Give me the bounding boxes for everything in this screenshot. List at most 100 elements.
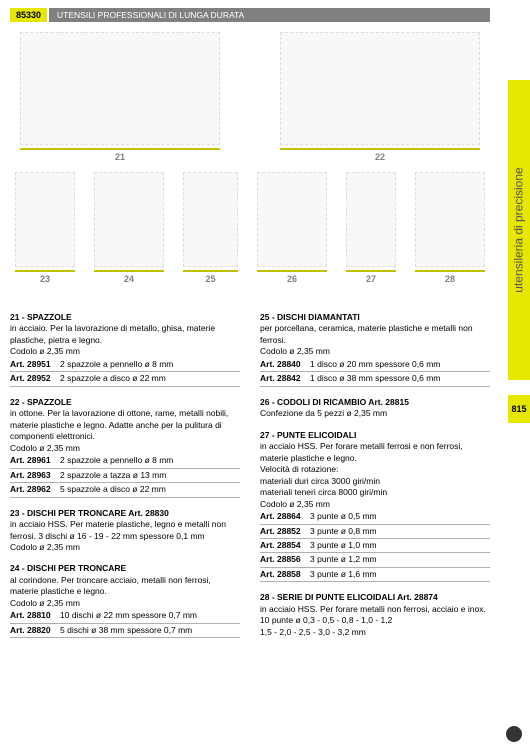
section-title: 26 - CODOLI DI RICAMBIO Art. 28815 [260,397,490,408]
catalog-page: 85330 UTENSILI PROFESSIONALI DI LUNGA DU… [0,0,530,750]
article-line: Art. 28852 3 punte ø 0,8 mm [260,525,490,539]
article-code: Art. 28842 [260,373,310,384]
product-image-placeholder [415,172,485,267]
article-code: Art. 28840 [260,359,310,370]
article-line: Art. 28840 1 disco ø 20 mm spessore 0,6 … [260,358,490,372]
product-image-27: 27 [346,172,396,287]
article-code: Art. 28858 [260,569,310,580]
right-column: 25 - DISCHI DIAMANTATIper porcellana, ce… [260,312,490,648]
article-line: Art. 28952 2 spazzole a disco ø 22 mm [10,372,240,386]
page-number: 815 [508,395,530,423]
article-code: Art. 28856 [260,554,310,565]
article-code: Art. 28810 [10,610,60,621]
section-spec: Codolo ø 2,35 mm [10,443,240,454]
section-desc: per porcellana, ceramica, materie plasti… [260,323,490,346]
product-section: 23 - DISCHI PER TRONCARE Art. 28830in ac… [10,508,240,554]
section-desc: in acciaio HSS. Per materie plastiche, l… [10,519,240,542]
corner-icon [506,726,522,742]
product-image-21: 21 [20,32,220,162]
article-code: Art. 28864 [260,511,310,522]
underline [346,270,396,272]
article-line: Art. 28961 2 spazzole a pennello ø 8 mm [10,454,240,468]
side-tab-label: utensileria di precisione [512,167,526,292]
product-section: 24 - DISCHI PER TRONCAREal corindone. Pe… [10,563,240,638]
section-desc: in acciaio HSS. Per forare metalli ferro… [260,441,490,464]
section-spec: Codolo ø 2,35 mm [10,346,240,357]
section-desc: Confezione da 5 pezzi ø 2,35 mm [260,408,490,419]
article-line: Art. 28856 3 punte ø 1,2 mm [260,553,490,567]
article-code: Art. 28952 [10,373,60,384]
page-title: UTENSILI PROFESSIONALI DI LUNGA DURATA [49,8,490,22]
underline [415,270,485,272]
product-section: 22 - SPAZZOLEin ottone. Per la lavorazio… [10,397,240,498]
article-text: 3 punte ø 1,6 mm [310,569,377,580]
article-code: Art. 28854 [260,540,310,551]
image-label: 27 [366,274,376,284]
product-image-26: 26 [257,172,327,287]
article-text: 5 spazzole a disco ø 22 mm [60,484,166,495]
product-section: 28 - SERIE DI PUNTE ELICOIDALI Art. 2887… [260,592,490,638]
product-section: 25 - DISCHI DIAMANTATIper porcellana, ce… [260,312,490,387]
product-image-28: 28 [415,172,485,287]
article-text: 3 punte ø 0,5 mm [310,511,377,522]
underline [15,270,75,272]
article-line: Art. 28820 5 dischi ø 38 mm spessore 0,7… [10,624,240,638]
article-line: Art. 28951 2 spazzole a pennello ø 8 mm [10,358,240,372]
section-title: 24 - DISCHI PER TRONCARE [10,563,240,574]
section-title: 23 - DISCHI PER TRONCARE Art. 28830 [10,508,240,519]
article-line: Art. 28864 3 punte ø 0,5 mm [260,510,490,524]
product-image-placeholder [280,32,480,145]
side-tab: utensileria di precisione [508,80,530,380]
article-code: Art. 28962 [10,484,60,495]
article-line: Art. 28842 1 disco ø 38 mm spessore 0,6 … [260,372,490,386]
section-desc: al corindone. Per troncare acciaio, meta… [10,575,240,598]
underline [20,148,220,150]
product-image-placeholder [20,32,220,145]
article-code: Art. 28961 [10,455,60,466]
article-text: 2 spazzole a pennello ø 8 mm [60,455,173,466]
section-spec: Codolo ø 2,35 mm [260,346,490,357]
underline [94,270,164,272]
underline [183,270,238,272]
section-spec: 10 punte ø 0,3 - 0,5 - 0,8 - 1,0 - 1,2 1… [260,615,490,638]
image-label: 25 [205,274,215,284]
product-image-24: 24 [94,172,164,287]
article-line: Art. 28810 10 dischi ø 22 mm spessore 0,… [10,609,240,623]
image-label: 21 [115,152,125,162]
article-line: Art. 28962 5 spazzole a disco ø 22 mm [10,483,240,497]
left-column: 21 - SPAZZOLEin acciaio. Per la lavorazi… [10,312,240,648]
article-line: Art. 28858 3 punte ø 1,6 mm [260,568,490,582]
article-text: 5 dischi ø 38 mm spessore 0,7 mm [60,625,192,636]
product-image-placeholder [257,172,327,267]
section-spec: Velocità di rotazione: materiali duri ci… [260,464,490,510]
article-text: 1 disco ø 20 mm spessore 0,6 mm [310,359,440,370]
product-image-placeholder [183,172,238,267]
underline [257,270,327,272]
header: 85330 UTENSILI PROFESSIONALI DI LUNGA DU… [10,8,490,22]
text-area: 21 - SPAZZOLEin acciaio. Per la lavorazi… [10,312,490,648]
section-desc: in ottone. Per la lavorazione di ottone,… [10,408,240,442]
article-line: Art. 28854 3 punte ø 1,0 mm [260,539,490,553]
image-label: 22 [375,152,385,162]
article-text: 3 punte ø 1,2 mm [310,554,377,565]
product-code: 85330 [10,8,47,22]
article-text: 2 spazzole a pennello ø 8 mm [60,359,173,370]
section-desc: in acciaio HSS. Per forare metalli non f… [260,604,490,615]
section-desc: in acciaio. Per la lavorazione di metall… [10,323,240,346]
article-line: Art. 28963 2 spazzole a tazza ø 13 mm [10,469,240,483]
article-text: 2 spazzole a disco ø 22 mm [60,373,166,384]
product-section: 27 - PUNTE ELICOIDALIin acciaio HSS. Per… [260,430,490,583]
section-title: 22 - SPAZZOLE [10,397,240,408]
image-label: 24 [124,274,134,284]
section-spec: Codolo ø 2,35 mm [10,542,240,553]
article-code: Art. 28951 [10,359,60,370]
section-title: 28 - SERIE DI PUNTE ELICOIDALI Art. 2887… [260,592,490,603]
image-label: 26 [287,274,297,284]
article-code: Art. 28852 [260,526,310,537]
underline [280,148,480,150]
article-code: Art. 28820 [10,625,60,636]
section-spec: Codolo ø 2,35 mm [10,598,240,609]
section-title: 27 - PUNTE ELICOIDALI [260,430,490,441]
section-title: 21 - SPAZZOLE [10,312,240,323]
images-area: 2122232425262728 [10,32,490,297]
